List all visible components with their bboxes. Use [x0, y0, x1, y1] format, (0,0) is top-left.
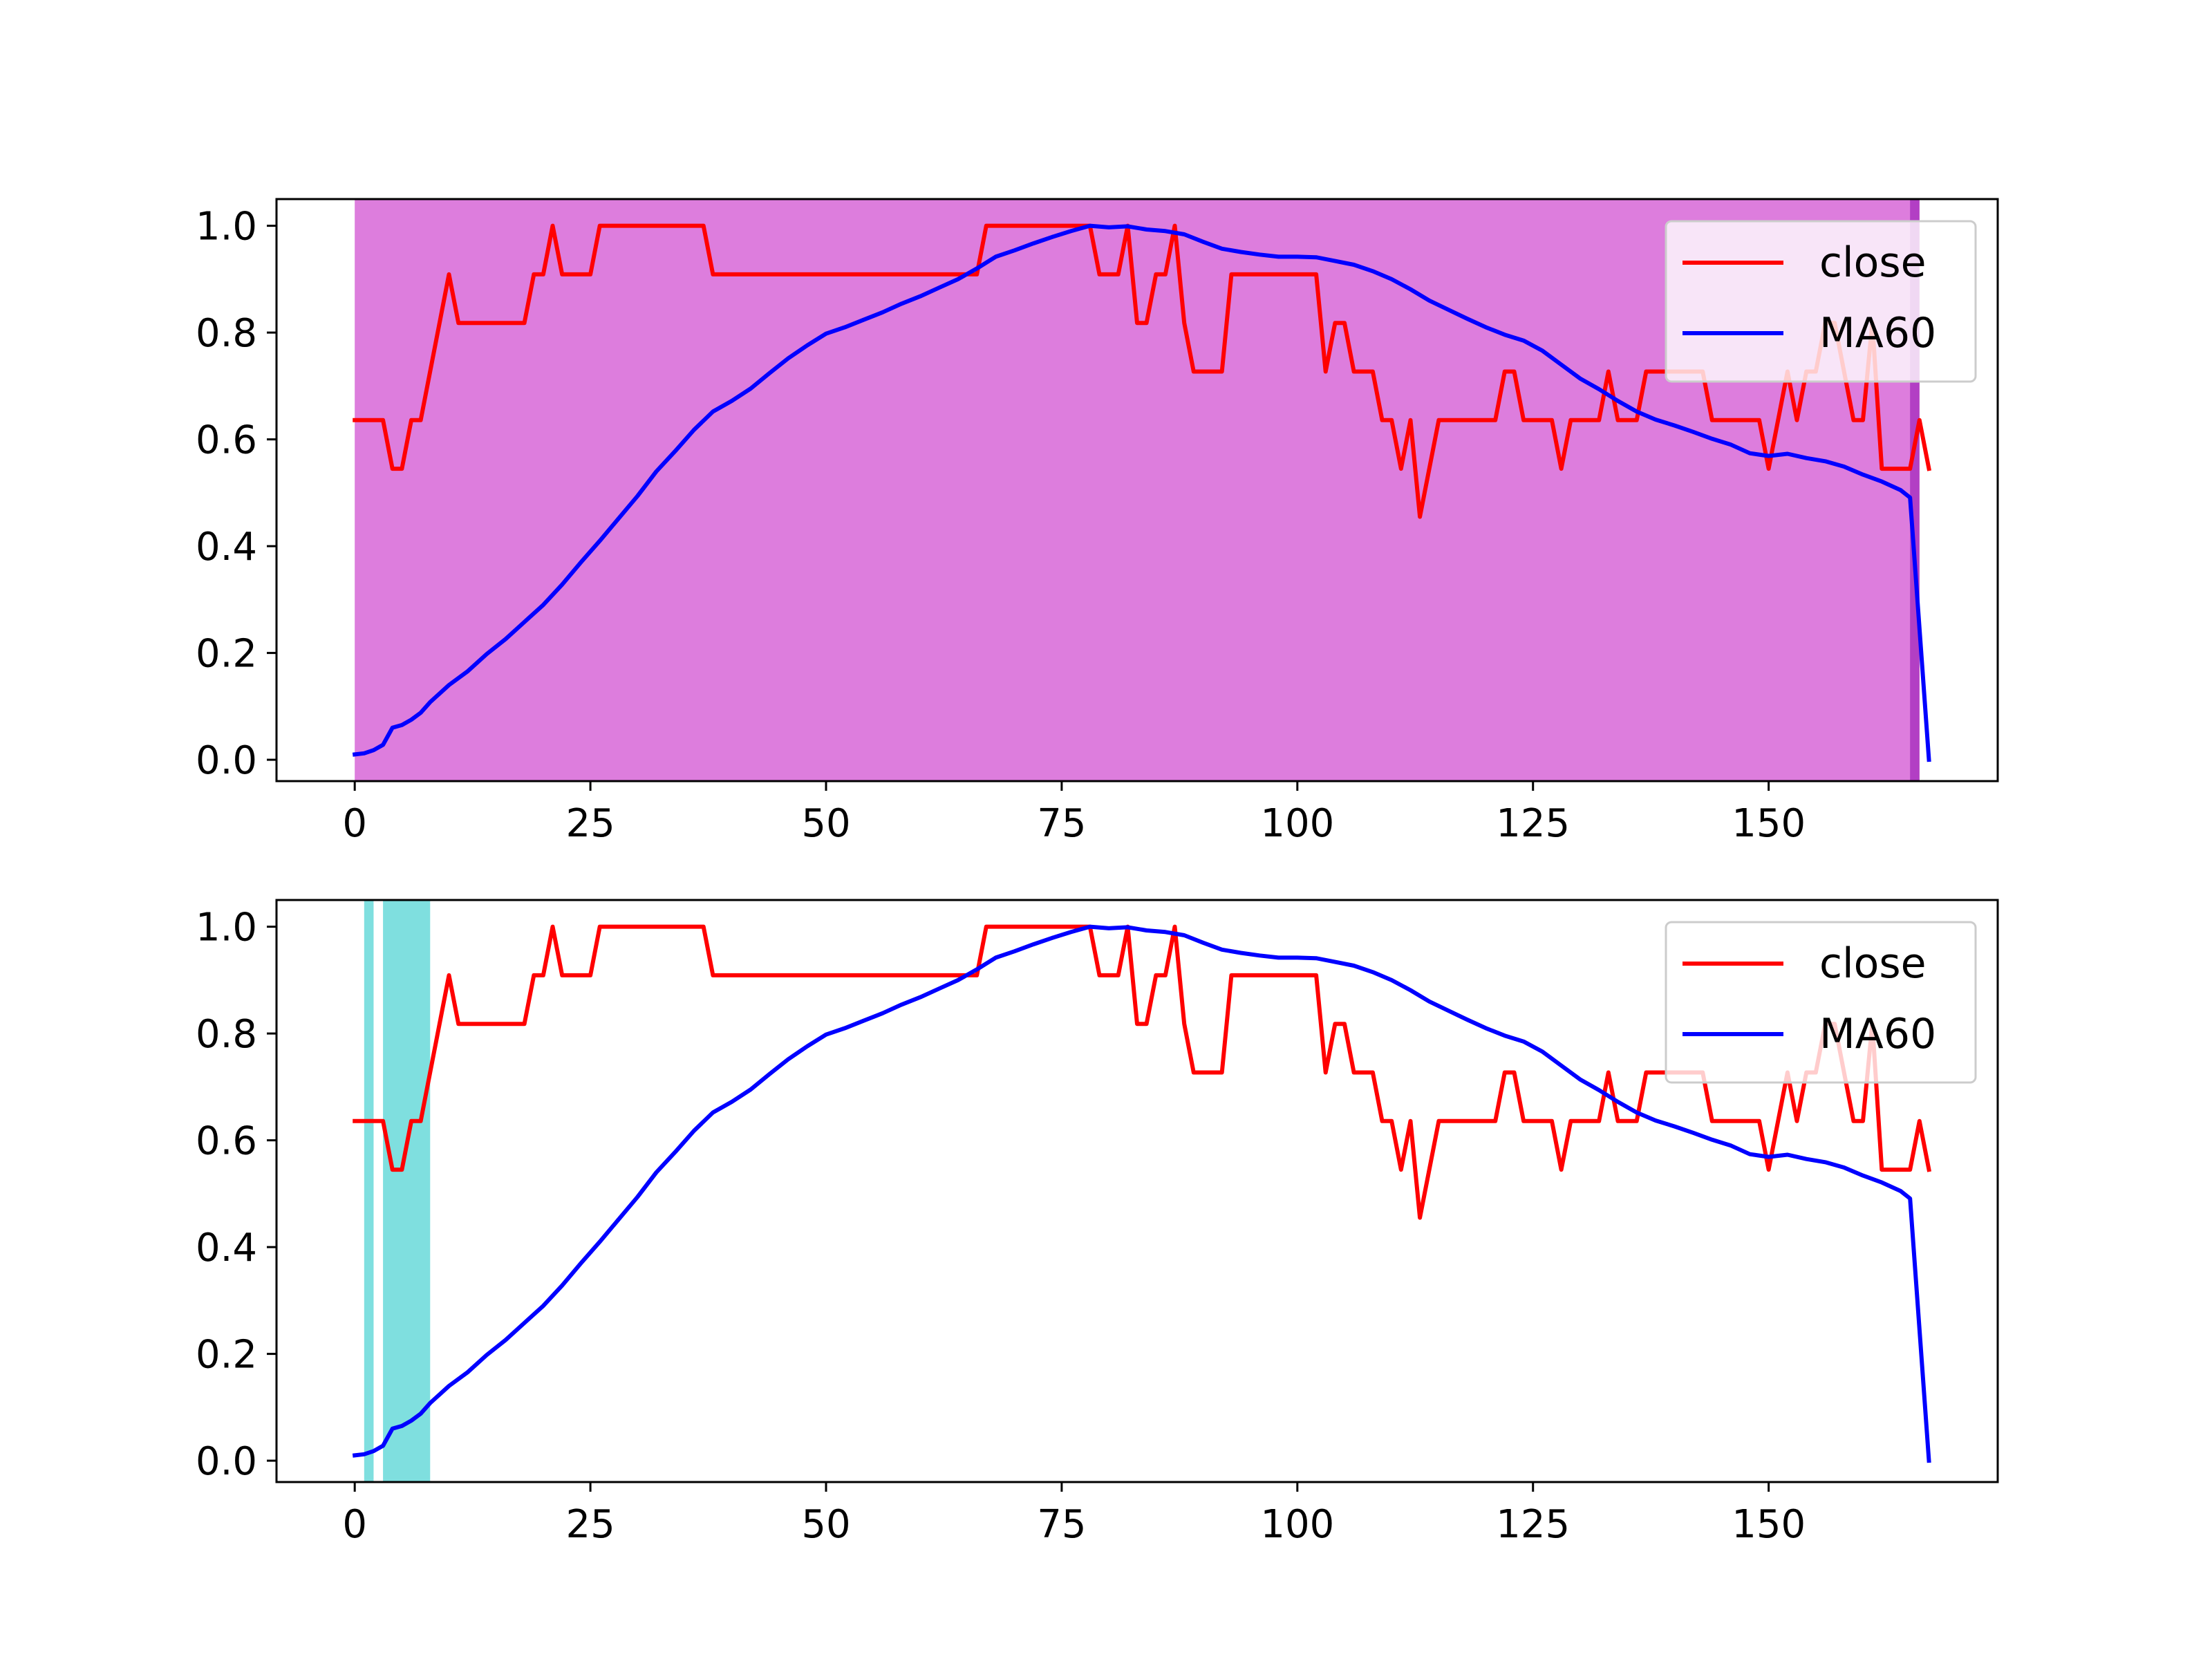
legend-label-ma60: MA60 [1819, 1010, 1936, 1058]
y-tick-label: 0.4 [196, 1226, 257, 1271]
y-tick-label: 1.0 [196, 906, 257, 950]
chart-panel-top: 0 25 50 75 100 125 150 0.0 0.2 0.4 0.6 0.8 1.0 close M… [196, 198, 1999, 846]
y-tick-label: 0.8 [196, 1012, 257, 1057]
legend-label-close: close [1819, 939, 1927, 988]
chart-panel-bottom: 0 25 50 75 100 125 150 0.0 0.2 0.4 0.6 0.8 1.0 close M… [196, 899, 1999, 1547]
x-tick-label: 150 [1732, 801, 1806, 846]
series-line-close [353, 924, 1932, 1220]
x-tick-label: 0 [342, 1502, 367, 1547]
x-tick-label: 75 [1037, 1502, 1086, 1547]
legend-label-close: close [1819, 238, 1927, 287]
y-tick-label: 0.2 [196, 1333, 257, 1378]
y-tick-label: 0.6 [196, 418, 257, 463]
shaded-span [355, 199, 1920, 781]
x-tick-label: 100 [1260, 1502, 1334, 1547]
shaded-span [364, 900, 374, 1482]
x-tick-label: 25 [565, 801, 615, 846]
plot-area [352, 199, 1932, 781]
x-tick-label: 100 [1260, 801, 1334, 846]
x-tick-label: 75 [1037, 801, 1086, 846]
x-tick-label: 25 [565, 1502, 615, 1547]
x-tick-label: 125 [1496, 1502, 1570, 1547]
legend: close MA60 [1665, 921, 1977, 1084]
series-line-close [353, 223, 1932, 519]
x-tick-label: 0 [342, 801, 367, 846]
axes-frame [275, 198, 1999, 782]
y-tick-label: 0.8 [196, 311, 257, 356]
y-tick-label: 0.0 [196, 1439, 257, 1484]
series-line-ma60 [352, 223, 1931, 762]
y-tick-label: 0.4 [196, 525, 257, 570]
shaded-span [383, 900, 431, 1482]
axes-frame [275, 899, 1999, 1483]
series-line-ma60 [352, 924, 1931, 1463]
y-tick-label: 0.0 [196, 738, 257, 783]
x-tick-label: 50 [801, 1502, 850, 1547]
legend: close MA60 [1665, 220, 1977, 383]
y-tick-label: 0.2 [196, 632, 257, 677]
x-tick-label: 125 [1496, 801, 1570, 846]
x-tick-label: 150 [1732, 1502, 1806, 1547]
x-tick-label: 50 [801, 801, 850, 846]
y-tick-label: 0.6 [196, 1119, 257, 1164]
y-tick-label: 1.0 [196, 205, 257, 250]
plot-area [352, 900, 1932, 1482]
legend-label-ma60: MA60 [1819, 309, 1936, 357]
